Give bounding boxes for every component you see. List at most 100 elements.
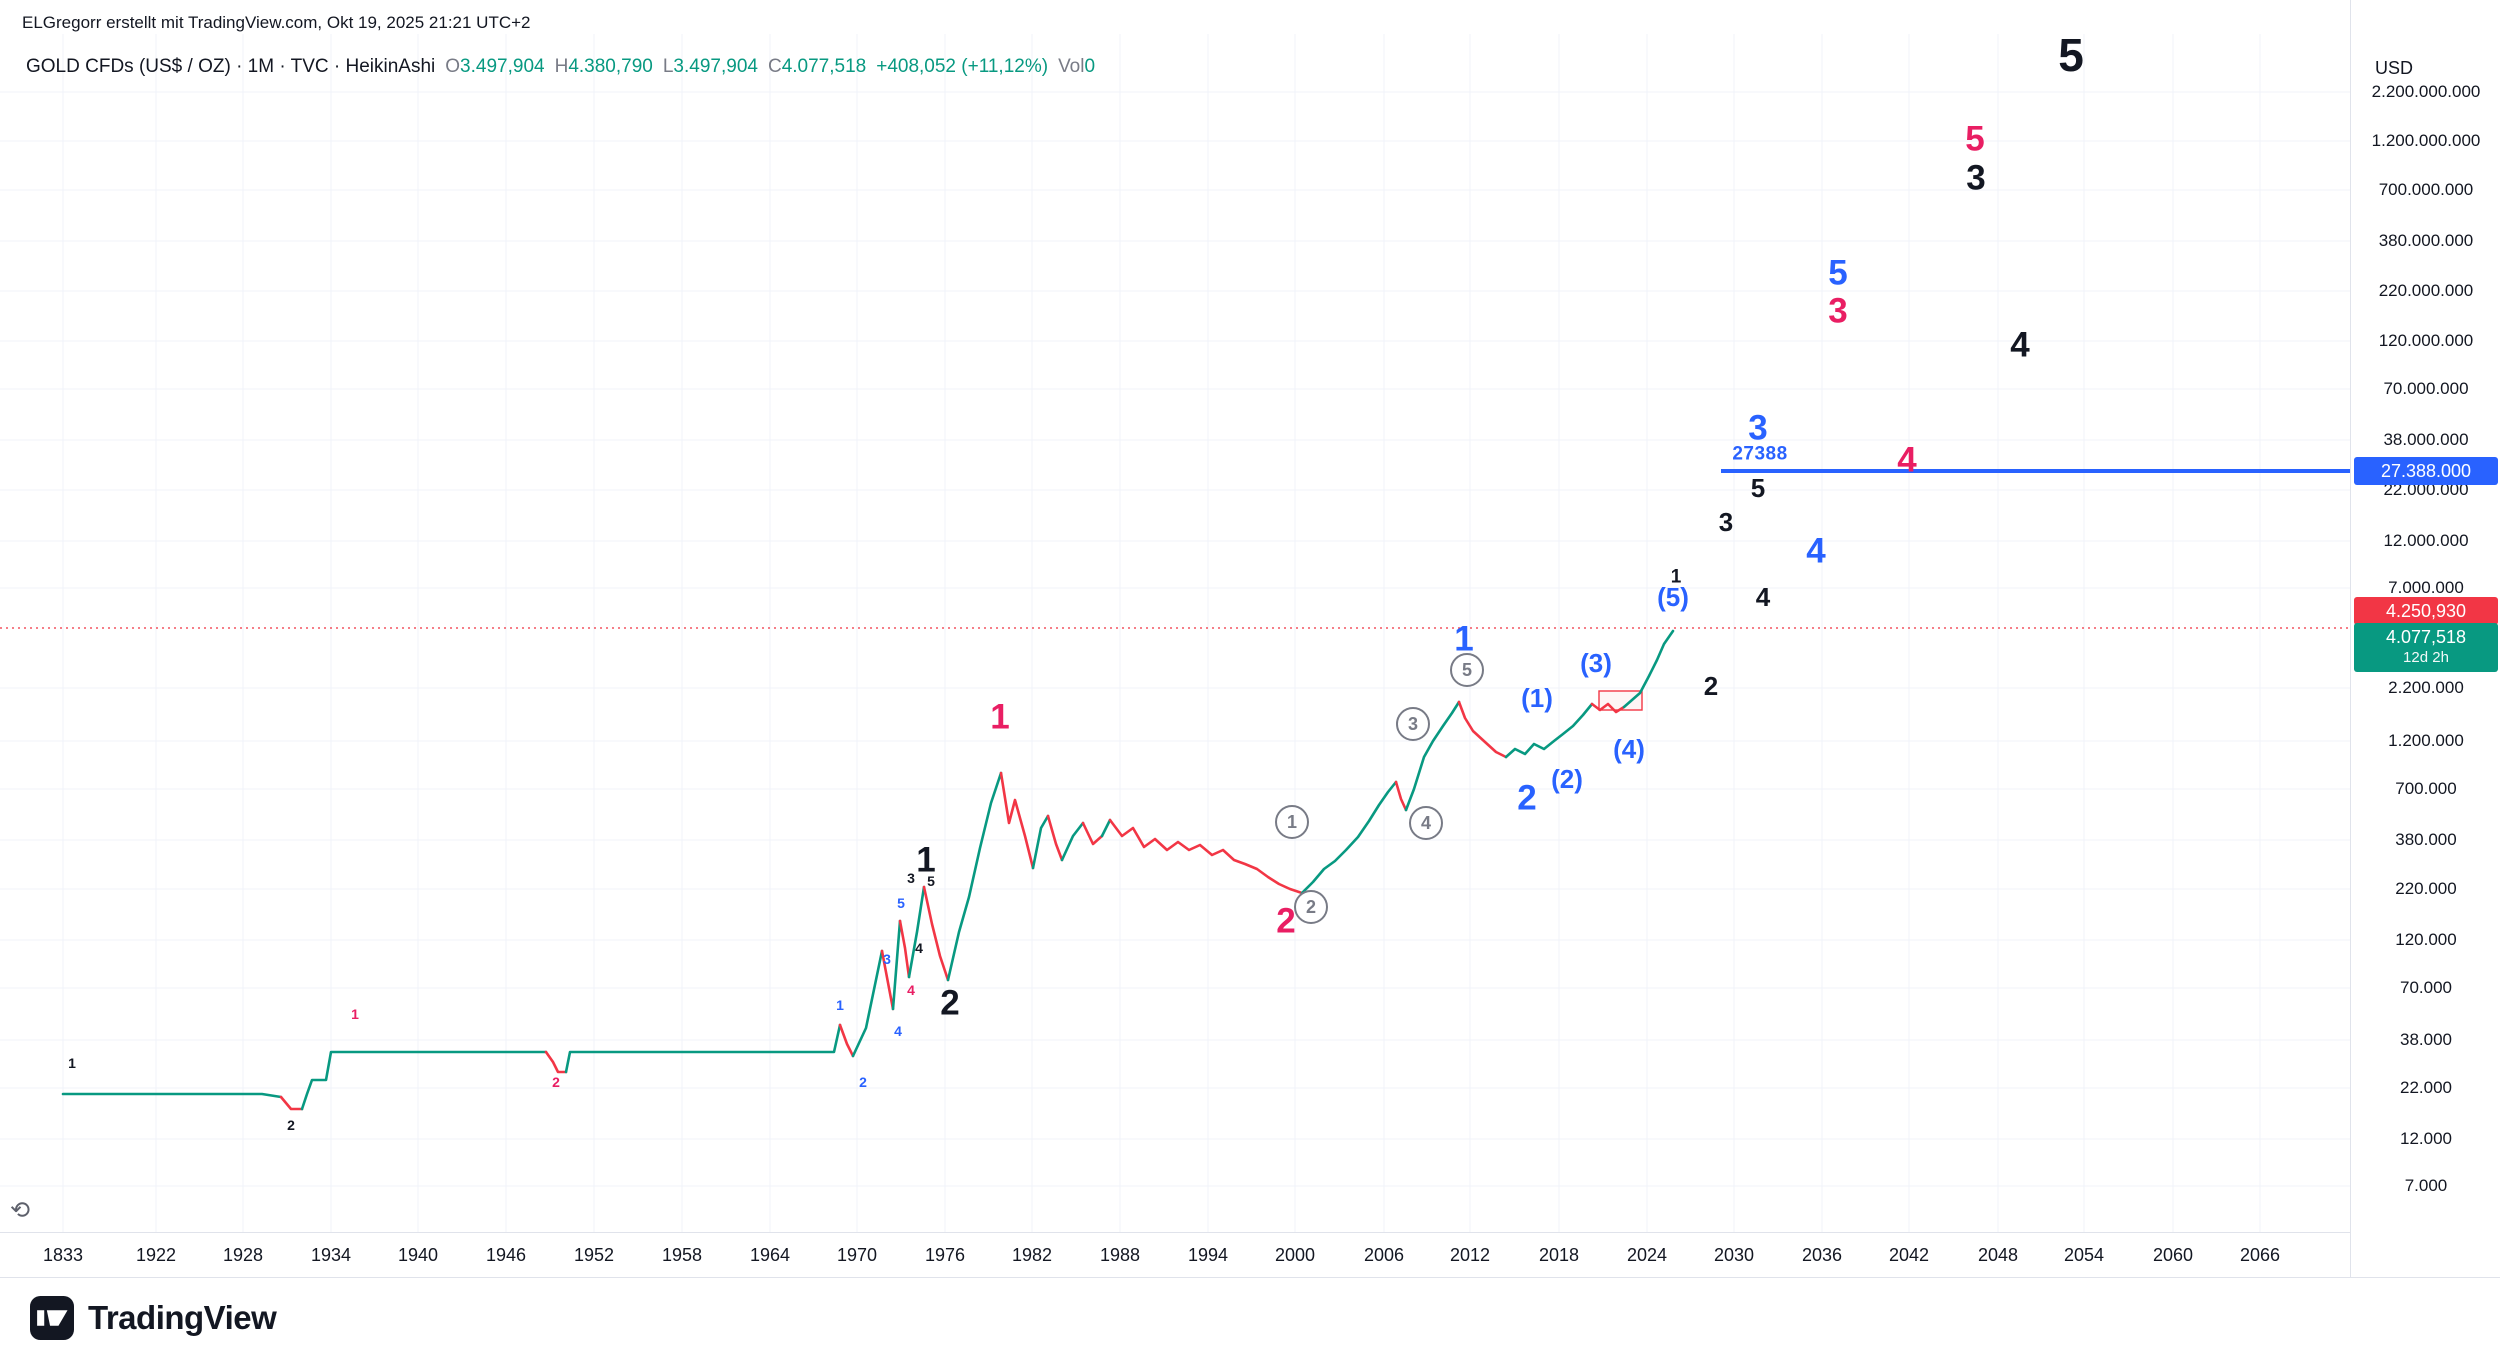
wave-label-circled[interactable]: 5: [1450, 653, 1484, 687]
price-axis-tick: 12.000.000: [2383, 531, 2469, 550]
price-series-segment[interactable]: [838, 1023, 855, 1058]
wave-label[interactable]: 3: [907, 870, 915, 886]
price-series-segment[interactable]: [1100, 818, 1112, 838]
wave-label[interactable]: 2: [940, 983, 960, 1023]
wave-label[interactable]: 2: [1517, 778, 1537, 818]
price-series-segment[interactable]: [1108, 818, 1304, 895]
wave-label[interactable]: 4: [894, 1023, 902, 1039]
price-series-segment[interactable]: [544, 1050, 568, 1074]
tradingview-logo-icon[interactable]: [30, 1295, 74, 1340]
price-series-segment[interactable]: [898, 919, 911, 979]
wave-label[interactable]: 1: [836, 997, 844, 1013]
price-axis[interactable]: USD 2.200.000.000 1.200.000.000 700.000.00…: [2350, 0, 2500, 1277]
wave-label[interactable]: 1: [916, 840, 936, 880]
chart-plot-area[interactable]: 5 5 3 5 3 4 3 27388 4 5 3 4 1 (5) 4 1 (3) 5 2 (1) 1 3 (4) (2) 2 1…: [0, 0, 2350, 1232]
wave-label[interactable]: 1: [1670, 566, 1682, 588]
wave-label[interactable]: 1: [990, 697, 1010, 737]
wave-label-circled[interactable]: 1: [1275, 805, 1309, 839]
price-series-segment[interactable]: [922, 885, 950, 982]
wave-label[interactable]: 2: [552, 1074, 560, 1090]
price-series-segment[interactable]: [61, 1092, 283, 1099]
wave-label[interactable]: (1): [1521, 683, 1553, 713]
wave-label[interactable]: 5: [927, 873, 935, 889]
bar-countdown: 12d 2h: [2403, 648, 2449, 666]
wave-label[interactable]: (3): [1580, 648, 1612, 678]
price-chart-svg[interactable]: [0, 0, 2350, 1232]
current-price-value: 4.077,518: [2385, 627, 2467, 647]
wave-label[interactable]: 1: [351, 1006, 359, 1022]
time-axis[interactable]: 1833 1922 1928 1934 1940 1946 1952 1958 1964 1970…: [0, 1232, 2500, 1278]
wave-label[interactable]: 3: [883, 951, 891, 967]
wave-label[interactable]: 4: [1755, 582, 1771, 612]
close-label: C: [767, 56, 782, 77]
price-series-segment[interactable]: [564, 1023, 842, 1074]
price-series-segment[interactable]: [1504, 702, 1594, 759]
wave-label[interactable]: 2: [1276, 901, 1296, 941]
price-series-segment[interactable]: [851, 949, 884, 1058]
wave-label[interactable]: 5: [1750, 473, 1766, 503]
wave-label[interactable]: (2): [1551, 764, 1583, 794]
price-series-segment[interactable]: [1060, 821, 1085, 862]
wave-label[interactable]: 4: [907, 982, 915, 998]
wave-label[interactable]: 2: [859, 1074, 867, 1090]
price-series-segment[interactable]: [891, 919, 902, 1011]
price-series-segment[interactable]: [999, 771, 1035, 870]
high-price-value: 4.250,930: [2385, 601, 2467, 621]
price-series-segment[interactable]: [880, 949, 895, 1011]
price-series-segment[interactable]: [1394, 780, 1408, 812]
wave-label[interactable]: 4: [2010, 325, 2030, 365]
wave-label[interactable]: 1: [68, 1055, 76, 1071]
scale-reset-icon[interactable]: ⟲: [10, 1197, 31, 1224]
wave-label[interactable]: 5: [1828, 253, 1848, 293]
wave-label[interactable]: 4: [915, 940, 923, 956]
time-axis-tick: 1964: [749, 1245, 791, 1265]
wave-label[interactable]: 5: [897, 895, 905, 911]
time-axis-tick: 1988: [1099, 1245, 1141, 1265]
wave-label[interactable]: 1: [1454, 619, 1474, 659]
wave-label[interactable]: 3: [1966, 158, 1986, 198]
wave-label[interactable]: 3: [1828, 291, 1848, 331]
wave-label[interactable]: 27388: [1732, 443, 1788, 465]
tradingview-brand[interactable]: TradingView: [88, 1298, 277, 1336]
price-axis-tick: 7.000.000: [2388, 578, 2464, 597]
wave-label[interactable]: 2: [287, 1117, 295, 1133]
wave-label-circled[interactable]: 3: [1396, 707, 1430, 741]
price-series-segment[interactable]: [300, 1050, 548, 1111]
price-series-segment[interactable]: [1081, 821, 1104, 846]
price-series-segment[interactable]: [907, 885, 926, 979]
price-series-segment[interactable]: [279, 1095, 304, 1111]
wave-label[interactable]: (4): [1613, 734, 1645, 764]
price-axis-tick: 38.000.000: [2383, 430, 2469, 449]
price-series-segment[interactable]: [1404, 700, 1461, 812]
wave-label[interactable]: 5: [2058, 29, 2084, 81]
wave-label-circled[interactable]: 4: [1409, 806, 1443, 840]
symbol-legend[interactable]: GOLD CFDs (US$ / OZ) · 1M · TVC · Heikin…: [26, 56, 1095, 78]
wave-label[interactable]: 4: [1806, 531, 1826, 571]
close-value: 4.077,518: [781, 56, 867, 77]
time-axis-tick: 2048: [1977, 1245, 2019, 1265]
price-series-segment[interactable]: [1622, 629, 1675, 709]
current-price-label: 4.077,518 12d 2h: [2354, 623, 2498, 672]
open-label: O: [445, 56, 461, 77]
price-axis-tick: 120.000: [2395, 930, 2457, 949]
price-series-segment[interactable]: [1031, 814, 1050, 870]
wave-label[interactable]: 3: [1748, 408, 1768, 448]
time-axis-tick: 1976: [924, 1245, 966, 1265]
price-series-segment[interactable]: [1590, 702, 1626, 714]
wave-label[interactable]: 3: [1718, 507, 1734, 537]
wave-label[interactable]: 4: [1897, 440, 1917, 480]
price-series-segment[interactable]: [1046, 814, 1064, 862]
time-axis-tick: 2054: [2063, 1245, 2105, 1265]
symbol-title[interactable]: GOLD CFDs (US$ / OZ) · 1M · TVC · Heikin…: [26, 56, 436, 77]
price-series-segment[interactable]: [1457, 700, 1508, 759]
attribution-text: ELGregorr erstellt mit TradingView.com, …: [22, 13, 531, 32]
wave-label[interactable]: 5: [1965, 119, 1985, 159]
time-axis-tick: 2006: [1363, 1245, 1405, 1265]
wave-label-circled[interactable]: 2: [1294, 890, 1328, 924]
price-series-segment[interactable]: [946, 771, 1003, 982]
wave-label[interactable]: 2: [1703, 671, 1719, 701]
price-series-segment[interactable]: [1300, 780, 1398, 895]
wave-label[interactable]: (5): [1657, 582, 1689, 612]
target-level-price-label[interactable]: 27.388.000: [2354, 457, 2498, 485]
